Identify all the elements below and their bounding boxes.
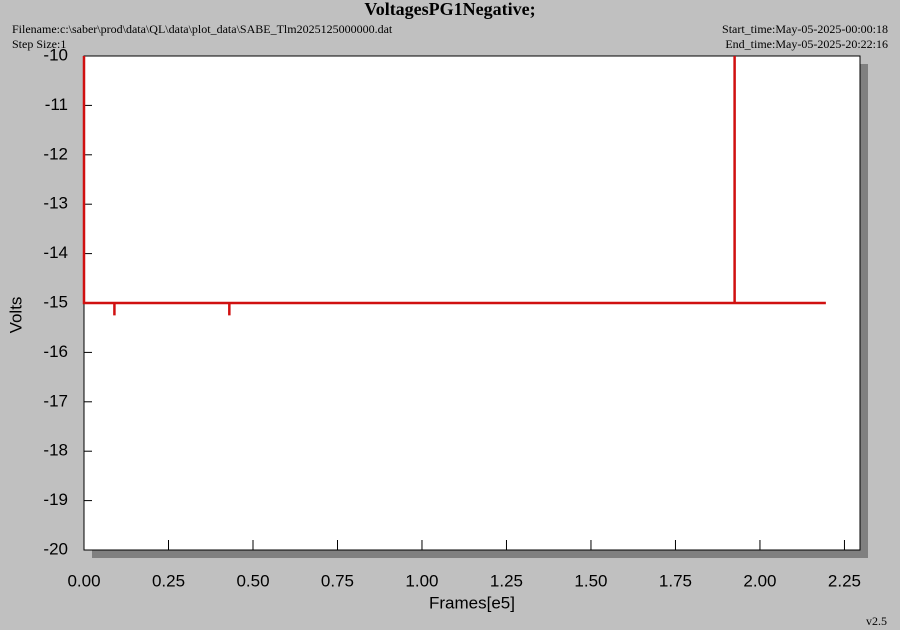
x-tick-label: 0.00 <box>67 571 100 590</box>
y-tick-label: -11 <box>45 95 68 114</box>
x-tick-label: 2.25 <box>828 571 861 590</box>
y-tick-label: -16 <box>43 342 68 361</box>
y-tick-label: -13 <box>43 194 68 213</box>
y-tick-label: -15 <box>43 292 68 311</box>
x-tick-label: 1.50 <box>574 571 607 590</box>
y-tick-label: -19 <box>43 490 68 509</box>
chart-title: VoltagesPG1Negative; <box>364 0 535 19</box>
x-tick-label: 2.00 <box>743 571 776 590</box>
version: v2.5 <box>866 614 887 628</box>
x-tick-label: 1.25 <box>490 571 523 590</box>
x-tick-label: 0.50 <box>236 571 269 590</box>
y-tick-label: -20 <box>43 539 68 558</box>
x-tick-label: 1.75 <box>659 571 692 590</box>
y-tick-label: -12 <box>43 144 68 163</box>
y-tick-label: -18 <box>43 441 68 460</box>
x-tick-label: 1.00 <box>405 571 438 590</box>
x-tick-label: 0.75 <box>321 571 354 590</box>
start-time: Start_time:May-05-2025-00:00:18 <box>722 22 888 36</box>
y-tick-label: -14 <box>43 243 68 262</box>
data-line <box>82 56 826 316</box>
y-axis-label: Volts <box>6 297 25 334</box>
y-tick-label: -17 <box>43 391 68 410</box>
end-time: End_time:May-05-2025-20:22:16 <box>725 37 888 51</box>
filename: Filename:c:\saber\prod\data\QL\data\plot… <box>12 22 393 36</box>
step-size: Step Size:1 <box>12 37 66 51</box>
y-tick-label: -10 <box>43 45 68 64</box>
x-axis-label: Frames[e5] <box>429 593 515 612</box>
x-tick-label: 0.25 <box>152 571 185 590</box>
